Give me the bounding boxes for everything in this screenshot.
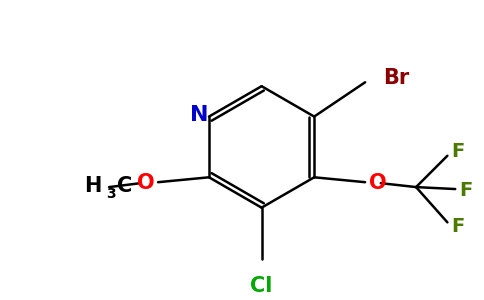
Text: Br: Br: [383, 68, 409, 88]
Text: F: F: [451, 217, 465, 236]
Text: H: H: [84, 176, 101, 196]
Text: Cl: Cl: [250, 276, 273, 296]
Text: N: N: [190, 105, 209, 124]
Text: O: O: [369, 173, 387, 193]
Text: F: F: [451, 142, 465, 161]
Text: 3: 3: [106, 187, 116, 201]
Text: F: F: [459, 181, 472, 200]
Text: O: O: [136, 173, 154, 193]
Text: C: C: [117, 176, 132, 196]
